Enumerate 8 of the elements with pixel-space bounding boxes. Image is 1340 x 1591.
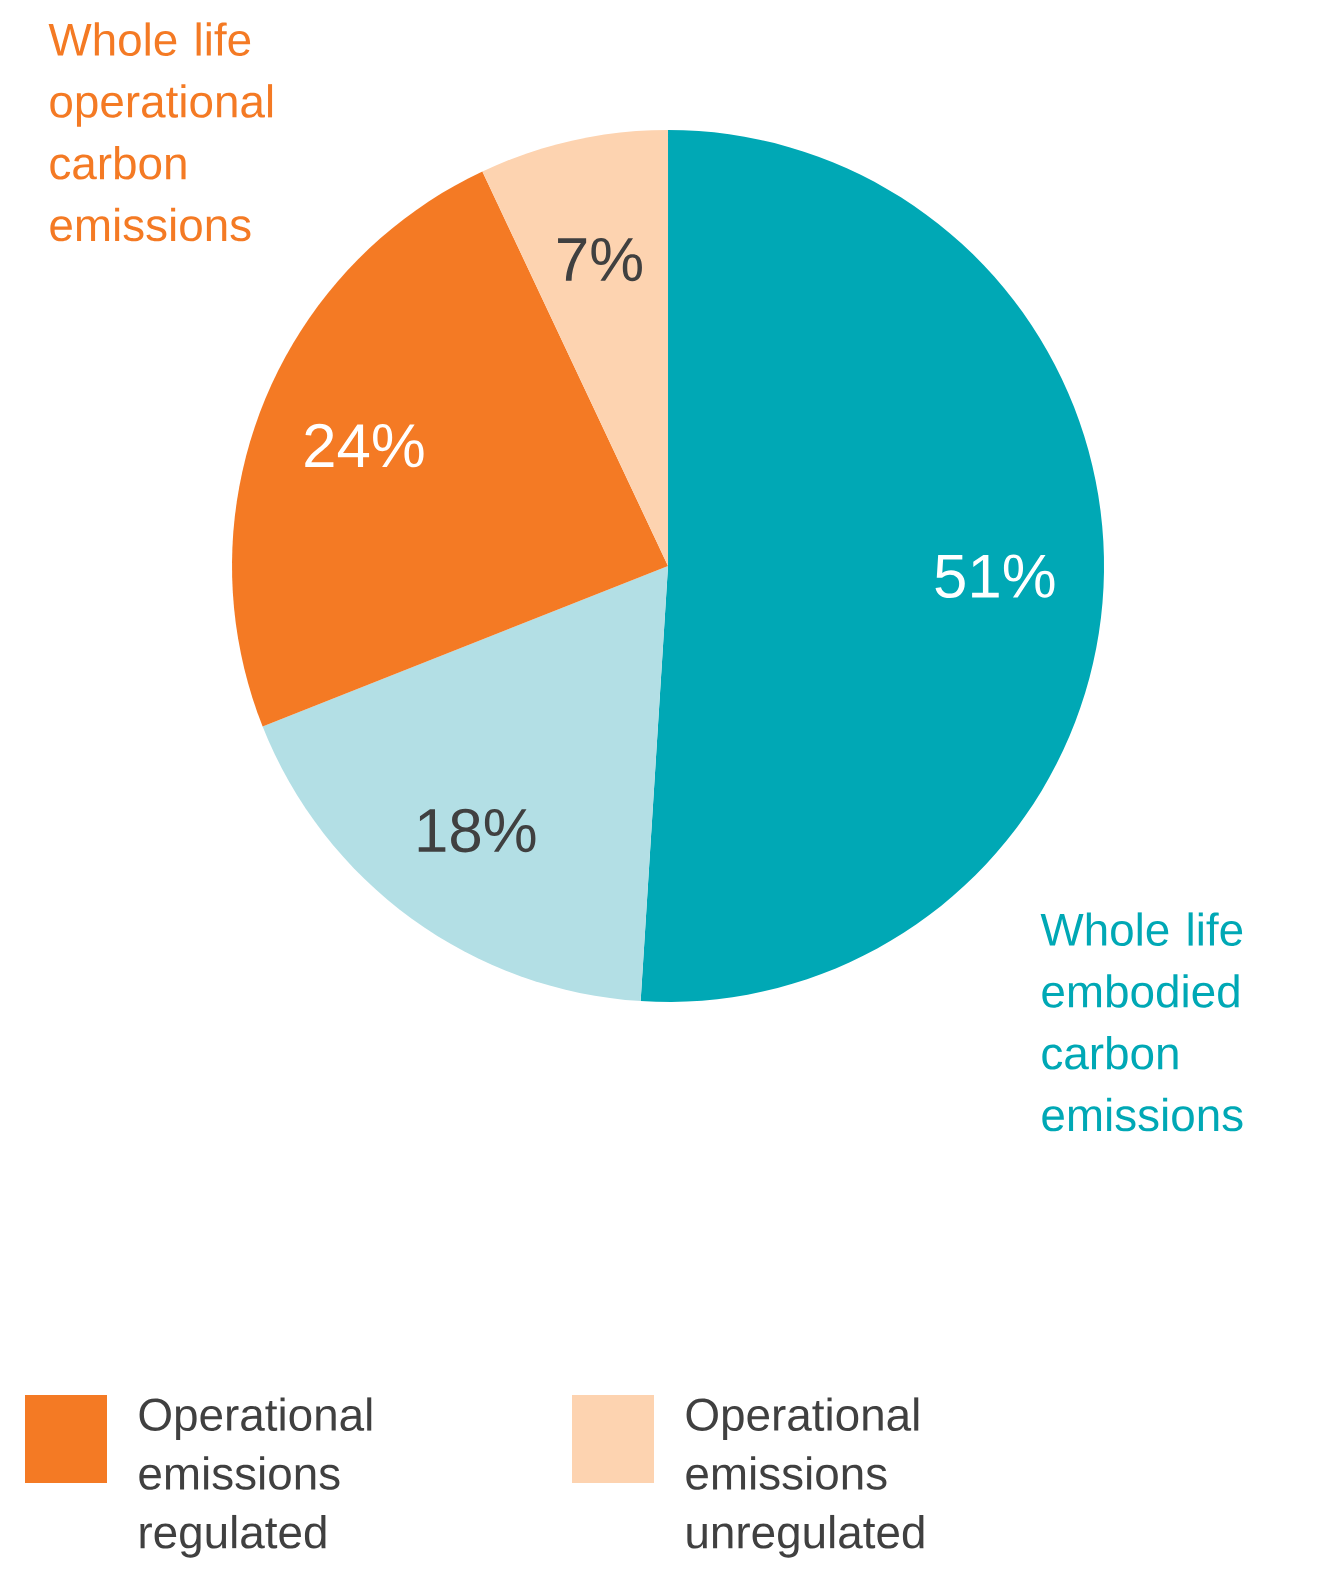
- legend-label: Operational emissions regulated: [139, 1397, 372, 1558]
- data-label: 24%: [305, 423, 424, 468]
- data-label: 51%: [935, 554, 1055, 598]
- legend-label: Operational emissions unregulated: [686, 1397, 924, 1558]
- data-label: 18%: [418, 808, 536, 853]
- text: Whole life embodied carbon emissions: [1040, 912, 1243, 1132]
- text: Whole life operational carbon emissions: [48, 22, 272, 242]
- data-label: 7%: [557, 237, 642, 282]
